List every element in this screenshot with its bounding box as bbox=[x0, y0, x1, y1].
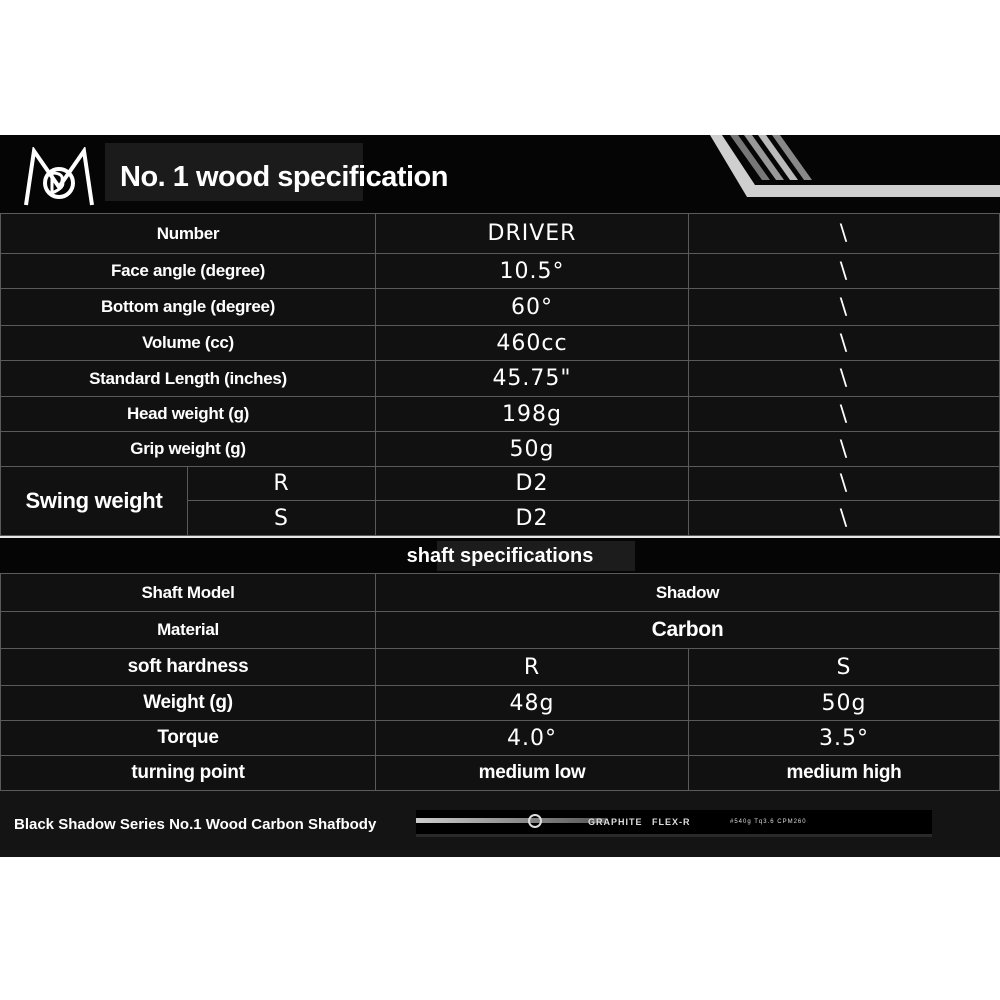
spec-value: 198g bbox=[375, 396, 689, 432]
shaft-row-r: 48g bbox=[375, 685, 689, 721]
swing-weight-value: D2 bbox=[375, 466, 689, 501]
title-background bbox=[105, 143, 363, 201]
footer: Black Shadow Series No.1 Wood Carbon Sha… bbox=[0, 790, 1000, 857]
spec-value: 10.5° bbox=[375, 253, 689, 289]
spec-label: Head weight (g) bbox=[0, 396, 376, 432]
shaft-row-s: 50g bbox=[688, 685, 1000, 721]
shaft-section-header: shaft specifications bbox=[0, 538, 1000, 573]
spec-label: Bottom angle (degree) bbox=[0, 288, 376, 326]
spec-extra: \ bbox=[688, 431, 1000, 467]
shaft-highlight bbox=[416, 818, 606, 823]
shaft-row-r: medium low bbox=[375, 755, 689, 791]
shaft-model-value: Shadow bbox=[375, 573, 1000, 612]
spec-value: 50g bbox=[375, 431, 689, 467]
swing-weight-label: Swing weight bbox=[0, 466, 188, 536]
shaft-title-background bbox=[437, 541, 635, 571]
spec-value: 60° bbox=[375, 288, 689, 326]
shaft-row-s: medium high bbox=[688, 755, 1000, 791]
shaft-print-specs: #540g Tq3.6 CPM260 bbox=[730, 819, 807, 825]
swing-weight-flex: S bbox=[187, 500, 376, 536]
shaft-row-label: Weight (g) bbox=[0, 685, 376, 721]
spec-extra: \ bbox=[688, 288, 1000, 326]
material-label: Material bbox=[0, 611, 376, 649]
shaft-row-r: R bbox=[375, 648, 689, 686]
spec-label: Standard Length (inches) bbox=[0, 360, 376, 397]
footer-caption: Black Shadow Series No.1 Wood Carbon Sha… bbox=[14, 816, 377, 833]
swing-weight-extra: \ bbox=[688, 466, 1000, 501]
spec-value: 45.75" bbox=[375, 360, 689, 397]
spec-extra: \ bbox=[688, 213, 1000, 254]
spec-extra: \ bbox=[688, 396, 1000, 432]
shaft-row-label: Torque bbox=[0, 720, 376, 756]
spec-extra: \ bbox=[688, 325, 1000, 361]
spec-label: Volume (cc) bbox=[0, 325, 376, 361]
brand-logo bbox=[24, 147, 94, 206]
header: No. 1 wood specification bbox=[0, 135, 1000, 213]
shaft-row-s: S bbox=[688, 648, 1000, 686]
spec-label: Face angle (degree) bbox=[0, 253, 376, 289]
spec-extra: \ bbox=[688, 360, 1000, 397]
spec-label: Grip weight (g) bbox=[0, 431, 376, 467]
swing-weight-extra: \ bbox=[688, 500, 1000, 536]
spec-value: 460cc bbox=[375, 325, 689, 361]
swing-weight-flex: R bbox=[187, 466, 376, 501]
decorative-stripes bbox=[710, 135, 1000, 197]
shaft-image: GRAPHITE FLEX-R #540g Tq3.6 CPM260 bbox=[416, 810, 932, 837]
shaft-row-label: turning point bbox=[0, 755, 376, 791]
spec-value: DRIVER bbox=[375, 213, 689, 254]
shaft-print-graphite: GRAPHITE bbox=[588, 817, 643, 827]
shaft-model-label: Shaft Model bbox=[0, 573, 376, 612]
spec-extra: \ bbox=[688, 253, 1000, 289]
spec-label: Number bbox=[0, 213, 376, 254]
page-title: No. 1 wood specification bbox=[120, 161, 449, 193]
shaft-row-s: 3.5° bbox=[688, 720, 1000, 756]
material-value: Carbon bbox=[375, 611, 1000, 649]
section-divider bbox=[0, 535, 1000, 538]
swing-weight-value: D2 bbox=[375, 500, 689, 536]
shaft-section-title: shaft specifications bbox=[406, 545, 594, 567]
shaft-row-r: 4.0° bbox=[375, 720, 689, 756]
shaft-row-label: soft hardness bbox=[0, 648, 376, 686]
shaft-print-flex: FLEX-R bbox=[652, 817, 691, 827]
shaft-logo-icon bbox=[528, 814, 542, 828]
